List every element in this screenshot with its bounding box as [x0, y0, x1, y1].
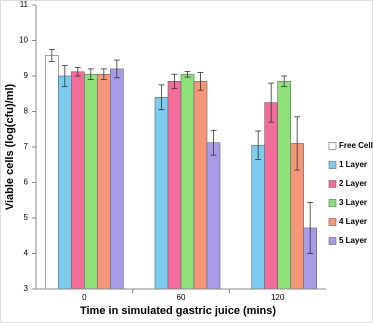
- y-axis-title: Viable cells (log(cfu)/ml): [4, 84, 16, 211]
- bar: [110, 68, 124, 290]
- bar: [264, 102, 278, 290]
- error-bar: [197, 72, 204, 91]
- legend-text: 1 Layer: [339, 160, 367, 169]
- legend-text: 3 Layer: [339, 198, 367, 207]
- bar: [58, 75, 72, 290]
- x-tick-label: 60: [177, 293, 186, 302]
- bar: [154, 97, 169, 290]
- error-bar: [100, 68, 107, 80]
- error-bar: [294, 116, 301, 171]
- legend-swatch: [328, 161, 337, 169]
- error-bar: [48, 48, 55, 62]
- bar: [277, 81, 291, 290]
- legend-text: 5 Layer: [339, 236, 367, 245]
- error-bar: [281, 75, 288, 88]
- bar: [193, 81, 208, 290]
- legend-text: 2 Layer: [339, 179, 367, 188]
- bar: [45, 55, 59, 290]
- error-bar: [87, 68, 94, 80]
- bar: [84, 73, 98, 290]
- legend-swatch: [328, 199, 337, 207]
- error-bar: [268, 82, 275, 123]
- y-tick-label: 4: [24, 249, 29, 258]
- x-tick-label: 120: [271, 293, 285, 302]
- bar: [167, 81, 182, 290]
- y-tick-label: 3: [24, 284, 29, 293]
- bar: [251, 144, 265, 290]
- error-bar: [171, 73, 178, 89]
- error-bar: [255, 130, 262, 160]
- legend-swatch: [328, 237, 337, 245]
- y-tick-label: 11: [20, 0, 29, 9]
- y-tick-label: 5: [24, 213, 29, 222]
- y-tick-label: 10: [19, 36, 28, 45]
- x-tick-label: 0: [82, 293, 87, 302]
- error-bar: [184, 70, 191, 78]
- bar: [97, 73, 111, 290]
- error-bar: [74, 67, 81, 77]
- error-bar: [61, 64, 68, 88]
- legend-swatch: [328, 218, 337, 226]
- legend-swatch: [328, 180, 337, 188]
- legend-swatch: [328, 142, 337, 150]
- bar: [180, 73, 195, 290]
- y-tick-label: 8: [24, 107, 29, 116]
- error-bar: [158, 84, 165, 111]
- x-axis-title: Time in simulated gastric juice (mins): [80, 305, 276, 317]
- bar: [71, 71, 85, 290]
- y-tick-label: 6: [24, 178, 29, 187]
- legend-text: Free Cells: [339, 141, 373, 150]
- error-bar: [210, 129, 217, 156]
- error-bar: [113, 59, 120, 79]
- error-bar: [307, 201, 314, 254]
- bar: [206, 142, 221, 290]
- y-tick-label: 7: [24, 142, 29, 151]
- y-tick-label: 9: [24, 71, 29, 80]
- legend-text: 4 Layer: [339, 217, 367, 226]
